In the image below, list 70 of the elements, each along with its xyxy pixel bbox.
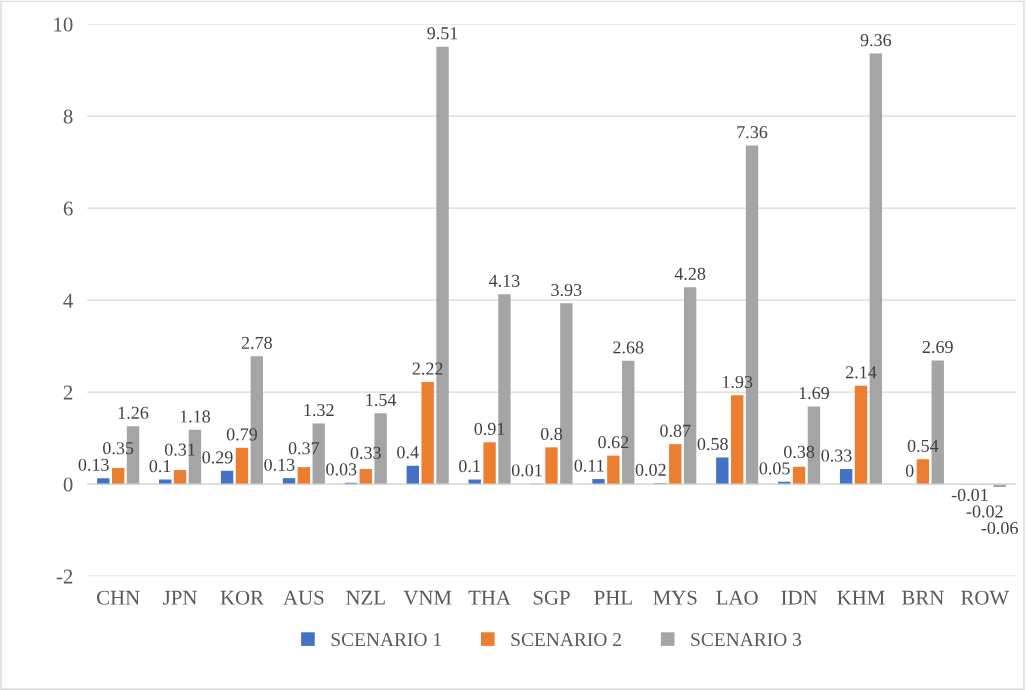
x-tick-label: VNM [403,590,452,605]
y-tick-label: 8 [63,109,73,124]
data-label: 0.02 [635,463,666,476]
y-tick-label: 2 [63,385,73,400]
data-label: 7.36 [737,126,768,139]
data-label: 1.93 [722,375,753,389]
y-tick-label: 0 [63,477,73,492]
data-label: 0.03 [326,463,357,476]
data-label: 0.01 [511,464,542,477]
data-label: 1.69 [799,386,829,400]
data-label: 0.37 [288,442,320,455]
x-tick-label: AUS [283,590,324,605]
data-label: 0.35 [103,442,134,455]
x-tick-label: JPN [163,590,197,605]
x-tick-label: SGP [533,590,570,605]
data-label: 0.4 [397,446,419,459]
data-label: 0.54 [907,439,939,453]
data-label: 3.93 [551,283,582,297]
data-label: 9.36 [860,34,892,47]
data-label: 0.13 [264,458,295,471]
x-tick-label: ROW [961,590,1010,605]
x-tick-label: PHL [594,590,632,605]
data-label: 0.1 [459,460,480,473]
data-label: 1.18 [180,410,211,423]
data-label: 0.91 [474,422,505,436]
data-label: 1.54 [366,393,397,407]
data-label: -0.02 [966,505,1003,518]
x-tick-label: THA [468,590,511,605]
data-label: 0.29 [202,451,233,464]
y-tick-label: 6 [63,201,73,216]
data-label: 9.51 [427,27,458,40]
data-label: 2.68 [613,341,644,354]
x-tick-label: BRN [902,590,944,605]
data-label: 2.78 [241,336,272,349]
data-label: 0.38 [783,445,815,459]
data-label: 0.8 [540,427,563,441]
data-label: -0.06 [981,521,1018,535]
data-label: 4.13 [488,274,520,287]
data-label: 0.13 [78,458,109,471]
data-label: 0.87 [660,424,691,437]
data-label: 0.58 [697,437,728,451]
data-label: 0.33 [821,449,852,462]
data-label: 0 [905,464,914,477]
x-tick-label: KOR [220,590,264,605]
data-label: 0.05 [759,462,790,475]
legend-label: SCENARIO 3 [691,633,802,647]
x-tick-label: LAO [716,590,758,605]
data-label: 4.28 [674,267,706,280]
data-label: 0.79 [226,428,258,441]
data-label: 0.62 [598,436,629,449]
data-label: -0.01 [951,488,988,502]
x-tick-label: CHN [97,590,140,605]
y-tick-label: -2 [56,569,73,584]
y-tick-label: 4 [63,293,73,308]
data-label: 1.32 [304,403,334,417]
data-label: 0.1 [149,460,171,473]
x-tick-label: NZL [346,590,385,605]
legend-label: SCENARIO 2 [511,633,621,647]
data-label: 0.31 [164,443,195,456]
legend-label: SCENARIO 1 [331,633,441,647]
data-label: 2.22 [412,362,443,375]
data-label: 0.11 [574,459,604,472]
x-tick-label: MYS [653,590,697,605]
data-label: 0.33 [350,446,381,459]
data-label: 1.26 [118,406,149,419]
x-tick-label: KHM [837,590,885,605]
y-tick-label: 10 [54,17,73,32]
x-tick-label: IDN [781,590,818,605]
data-label: 2.14 [845,366,877,379]
data-label: 2.69 [922,340,953,354]
